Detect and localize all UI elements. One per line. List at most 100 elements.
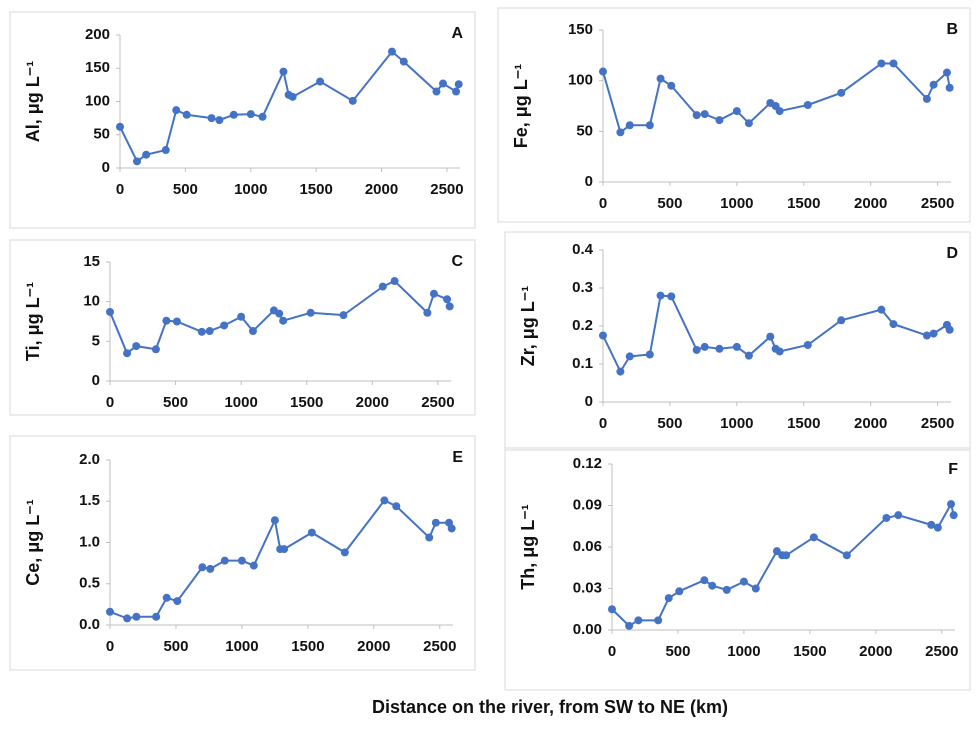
x-tick-label: 2500 [423,638,456,655]
panel-label: D [946,245,958,262]
y-tick-label: 0 [102,159,110,176]
data-point [933,523,942,532]
data-point [249,561,258,570]
x-tick-label: 1000 [720,415,753,432]
data-point [206,564,215,573]
y-tick-label: 50 [576,122,593,139]
data-point [197,327,206,336]
data-point [275,309,284,318]
data-point [198,563,207,572]
data-point [837,88,846,97]
data-point [378,282,387,291]
data-point [340,548,349,557]
y-tick-label: 0.2 [572,317,593,334]
data-point [656,291,665,300]
data-line [109,279,451,355]
y-tick-label: 100 [85,92,110,109]
x-tick-label: 1000 [727,643,760,660]
x-tick-label: 2500 [921,415,954,432]
x-tick-label: 500 [163,394,188,411]
data-point [452,87,461,96]
y-tick-label: 2.0 [79,451,100,468]
y-tick-label: 0.5 [79,575,100,592]
panel-frame [9,239,476,416]
data-point [889,59,898,68]
x-tick-label: 1500 [290,394,323,411]
data-point [732,342,741,351]
data-point [945,83,954,92]
data-point [454,80,463,89]
data-point [675,587,684,596]
panel-frame [504,447,971,691]
data-point [306,308,315,317]
panel-frame [497,7,971,223]
data-point [142,150,151,159]
data-point [123,349,132,358]
data-point [172,106,181,115]
data-point [782,551,791,560]
data-point [599,67,607,76]
y-tick-label: 200 [85,26,110,43]
data-point [775,347,784,356]
data-point [399,57,408,66]
x-tick-label: 2000 [854,415,887,432]
data-point [732,107,741,116]
data-point [608,605,616,614]
y-tick-label: 0.06 [573,538,602,555]
data-point [656,74,665,83]
x-tick-label: 1000 [225,638,258,655]
data-point [423,308,432,317]
x-tick-label: 1500 [299,181,332,198]
x-tick-label: 2500 [430,181,463,198]
x-tick-label: 0 [116,181,124,198]
y-tick-label: 0.4 [572,241,594,258]
y-axis-label: Fe, μg L⁻¹ [511,64,531,149]
data-point [215,116,224,125]
data-point [922,331,931,340]
data-point [922,94,931,103]
y-tick-label: 0.0 [79,616,100,633]
y-tick-label: 0.09 [573,496,602,513]
y-tick-label: 15 [83,253,100,270]
data-point [106,607,114,616]
data-point [161,146,170,155]
data-point [288,92,297,101]
panel-frame [9,435,476,671]
data-point [237,312,246,321]
data-point [842,551,851,560]
y-tick-label: 0.1 [572,355,593,372]
data-point [625,121,634,130]
data-point [229,110,238,119]
data-point [634,616,643,625]
data-point [162,593,171,602]
data-point [766,332,775,341]
data-point [431,518,440,527]
x-tick-label: 1500 [787,415,820,432]
panel-label: C [451,253,463,270]
data-point [162,316,171,325]
y-axis-label: Ti, μg L⁻¹ [23,282,43,361]
data-point [803,100,812,109]
x-tick-label: 2500 [921,195,954,212]
x-tick-label: 0 [599,195,607,212]
x-tick-label: 1500 [291,638,324,655]
data-point [751,584,760,593]
data-point [744,351,753,360]
data-point [715,116,724,125]
data-point [929,329,938,338]
data-point [132,342,141,351]
data-point [248,327,257,336]
data-point [692,111,701,120]
data-point [625,352,634,361]
x-tick-label: 2000 [357,638,390,655]
data-point [237,556,246,565]
data-point [645,121,654,130]
x-tick-label: 0 [106,638,114,655]
data-point [949,511,958,520]
data-point [809,533,818,542]
x-tick-label: 500 [163,638,188,655]
data-point [182,110,191,119]
x-tick-label: 2000 [365,181,398,198]
x-tick-label: 1000 [234,181,267,198]
data-line [109,499,453,620]
